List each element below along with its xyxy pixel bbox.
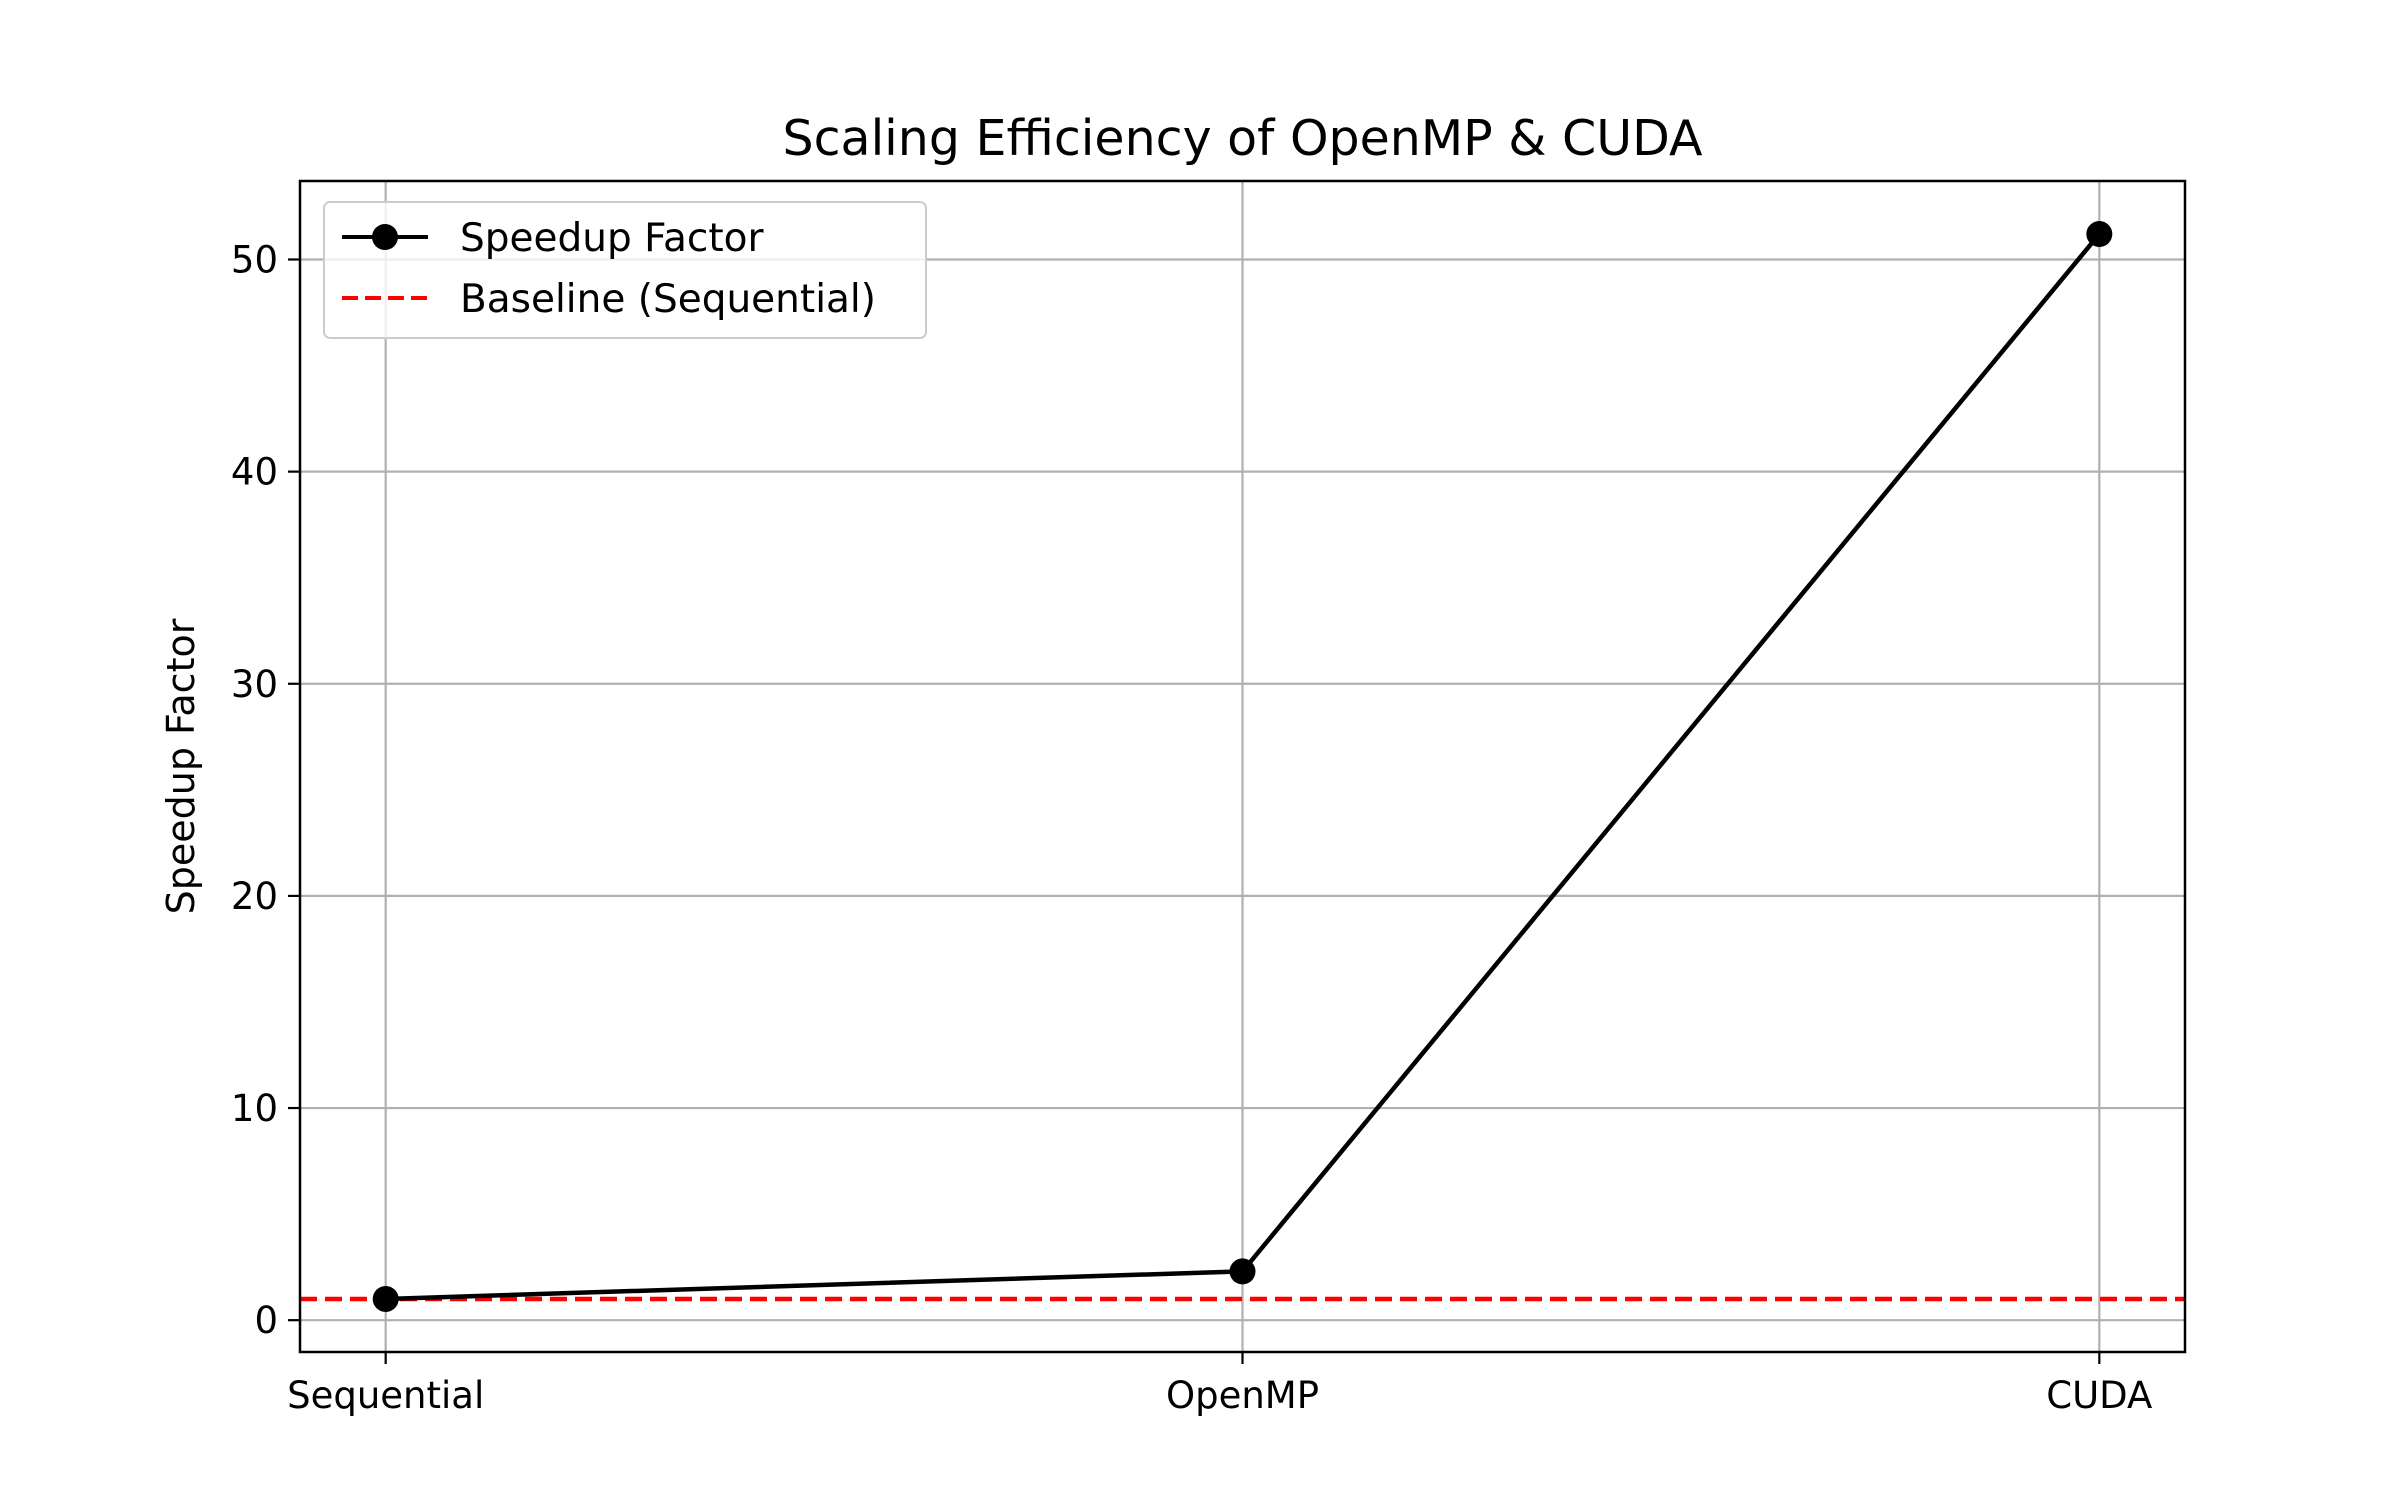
legend: Speedup Factor Baseline (Sequential)	[323, 201, 927, 339]
grid-lines	[300, 181, 2185, 1352]
y-tick-label: 40	[231, 451, 278, 494]
legend-box	[323, 201, 927, 339]
legend-label-speedup-factor: Speedup Factor	[460, 216, 764, 261]
x-tick-label: OpenMP	[1166, 1374, 1319, 1417]
axis-ticks: 0 10 20 30 40 50 Sequential OpenMP CUDA	[231, 238, 2152, 1417]
y-tick-label: 30	[231, 663, 278, 706]
data-point-cuda	[2086, 221, 2113, 248]
data-point-sequential	[372, 1285, 399, 1312]
x-tick-label: Sequential	[287, 1374, 484, 1417]
series-layer	[372, 221, 2113, 1312]
y-tick-label: 20	[231, 875, 278, 918]
legend-marker-speedup-factor	[372, 224, 398, 250]
y-tick-label: 50	[231, 238, 278, 281]
y-tick-label: 0	[254, 1299, 278, 1342]
x-tick-label: CUDA	[2046, 1374, 2152, 1417]
y-axis-label: Speedup Factor	[159, 618, 203, 914]
chart-title: Scaling Efficiency of OpenMP & CUDA	[783, 110, 1703, 167]
data-point-openmp	[1229, 1258, 1256, 1285]
y-tick-label: 10	[231, 1087, 278, 1130]
legend-label-baseline: Baseline (Sequential)	[460, 277, 876, 322]
